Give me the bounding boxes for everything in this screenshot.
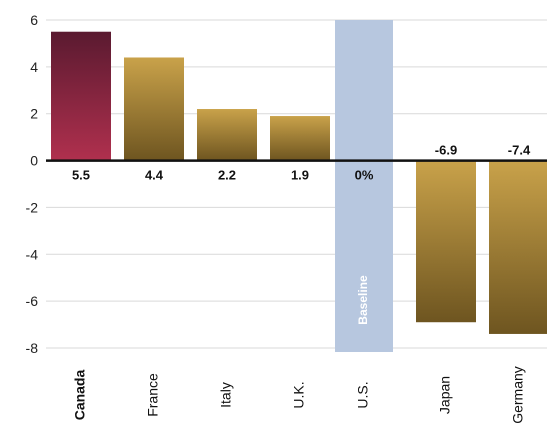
x-category-label: U.K.: [291, 381, 307, 408]
y-tick-label: -6: [26, 293, 39, 309]
y-tick-label: -2: [26, 199, 39, 215]
data-label: 0%: [355, 168, 374, 183]
y-tick-label: -8: [26, 340, 39, 356]
data-label: 1.9: [291, 168, 309, 183]
bar-canada: [51, 31, 111, 161]
y-tick-label: 2: [30, 106, 38, 122]
bar-uk: [270, 116, 330, 161]
y-tick-label: 6: [30, 12, 38, 28]
baseline-band: [335, 20, 393, 352]
y-tick-label: -4: [26, 246, 39, 262]
bar-italy: [197, 109, 257, 161]
bar-germany: [489, 160, 547, 334]
data-label: 5.5: [72, 168, 90, 183]
bars: [51, 31, 547, 334]
bar-france: [124, 57, 184, 161]
data-label: 4.4: [145, 168, 164, 183]
labels: 6 4 2 0 -2 -4 -6 -8 Baseline 5.5 4.4 2.2 1.9 0% -6.9 -7…: [26, 12, 531, 424]
baseline-label: Baseline: [356, 275, 370, 325]
y-tick-label: 4: [30, 59, 38, 75]
x-category-label: Japan: [437, 376, 453, 414]
data-label: 2.2: [218, 168, 236, 183]
y-tick-label: 0: [30, 153, 38, 169]
x-category-label: U.S.: [355, 381, 371, 408]
bar-japan: [416, 160, 476, 323]
x-category-label: Italy: [218, 382, 234, 408]
data-label: -6.9: [435, 143, 457, 158]
baseline-band-group: [335, 20, 393, 352]
x-category-label: France: [145, 373, 161, 417]
x-category-label: Germany: [510, 366, 526, 424]
x-category-label: Canada: [72, 370, 88, 421]
data-label: -7.4: [508, 143, 531, 158]
